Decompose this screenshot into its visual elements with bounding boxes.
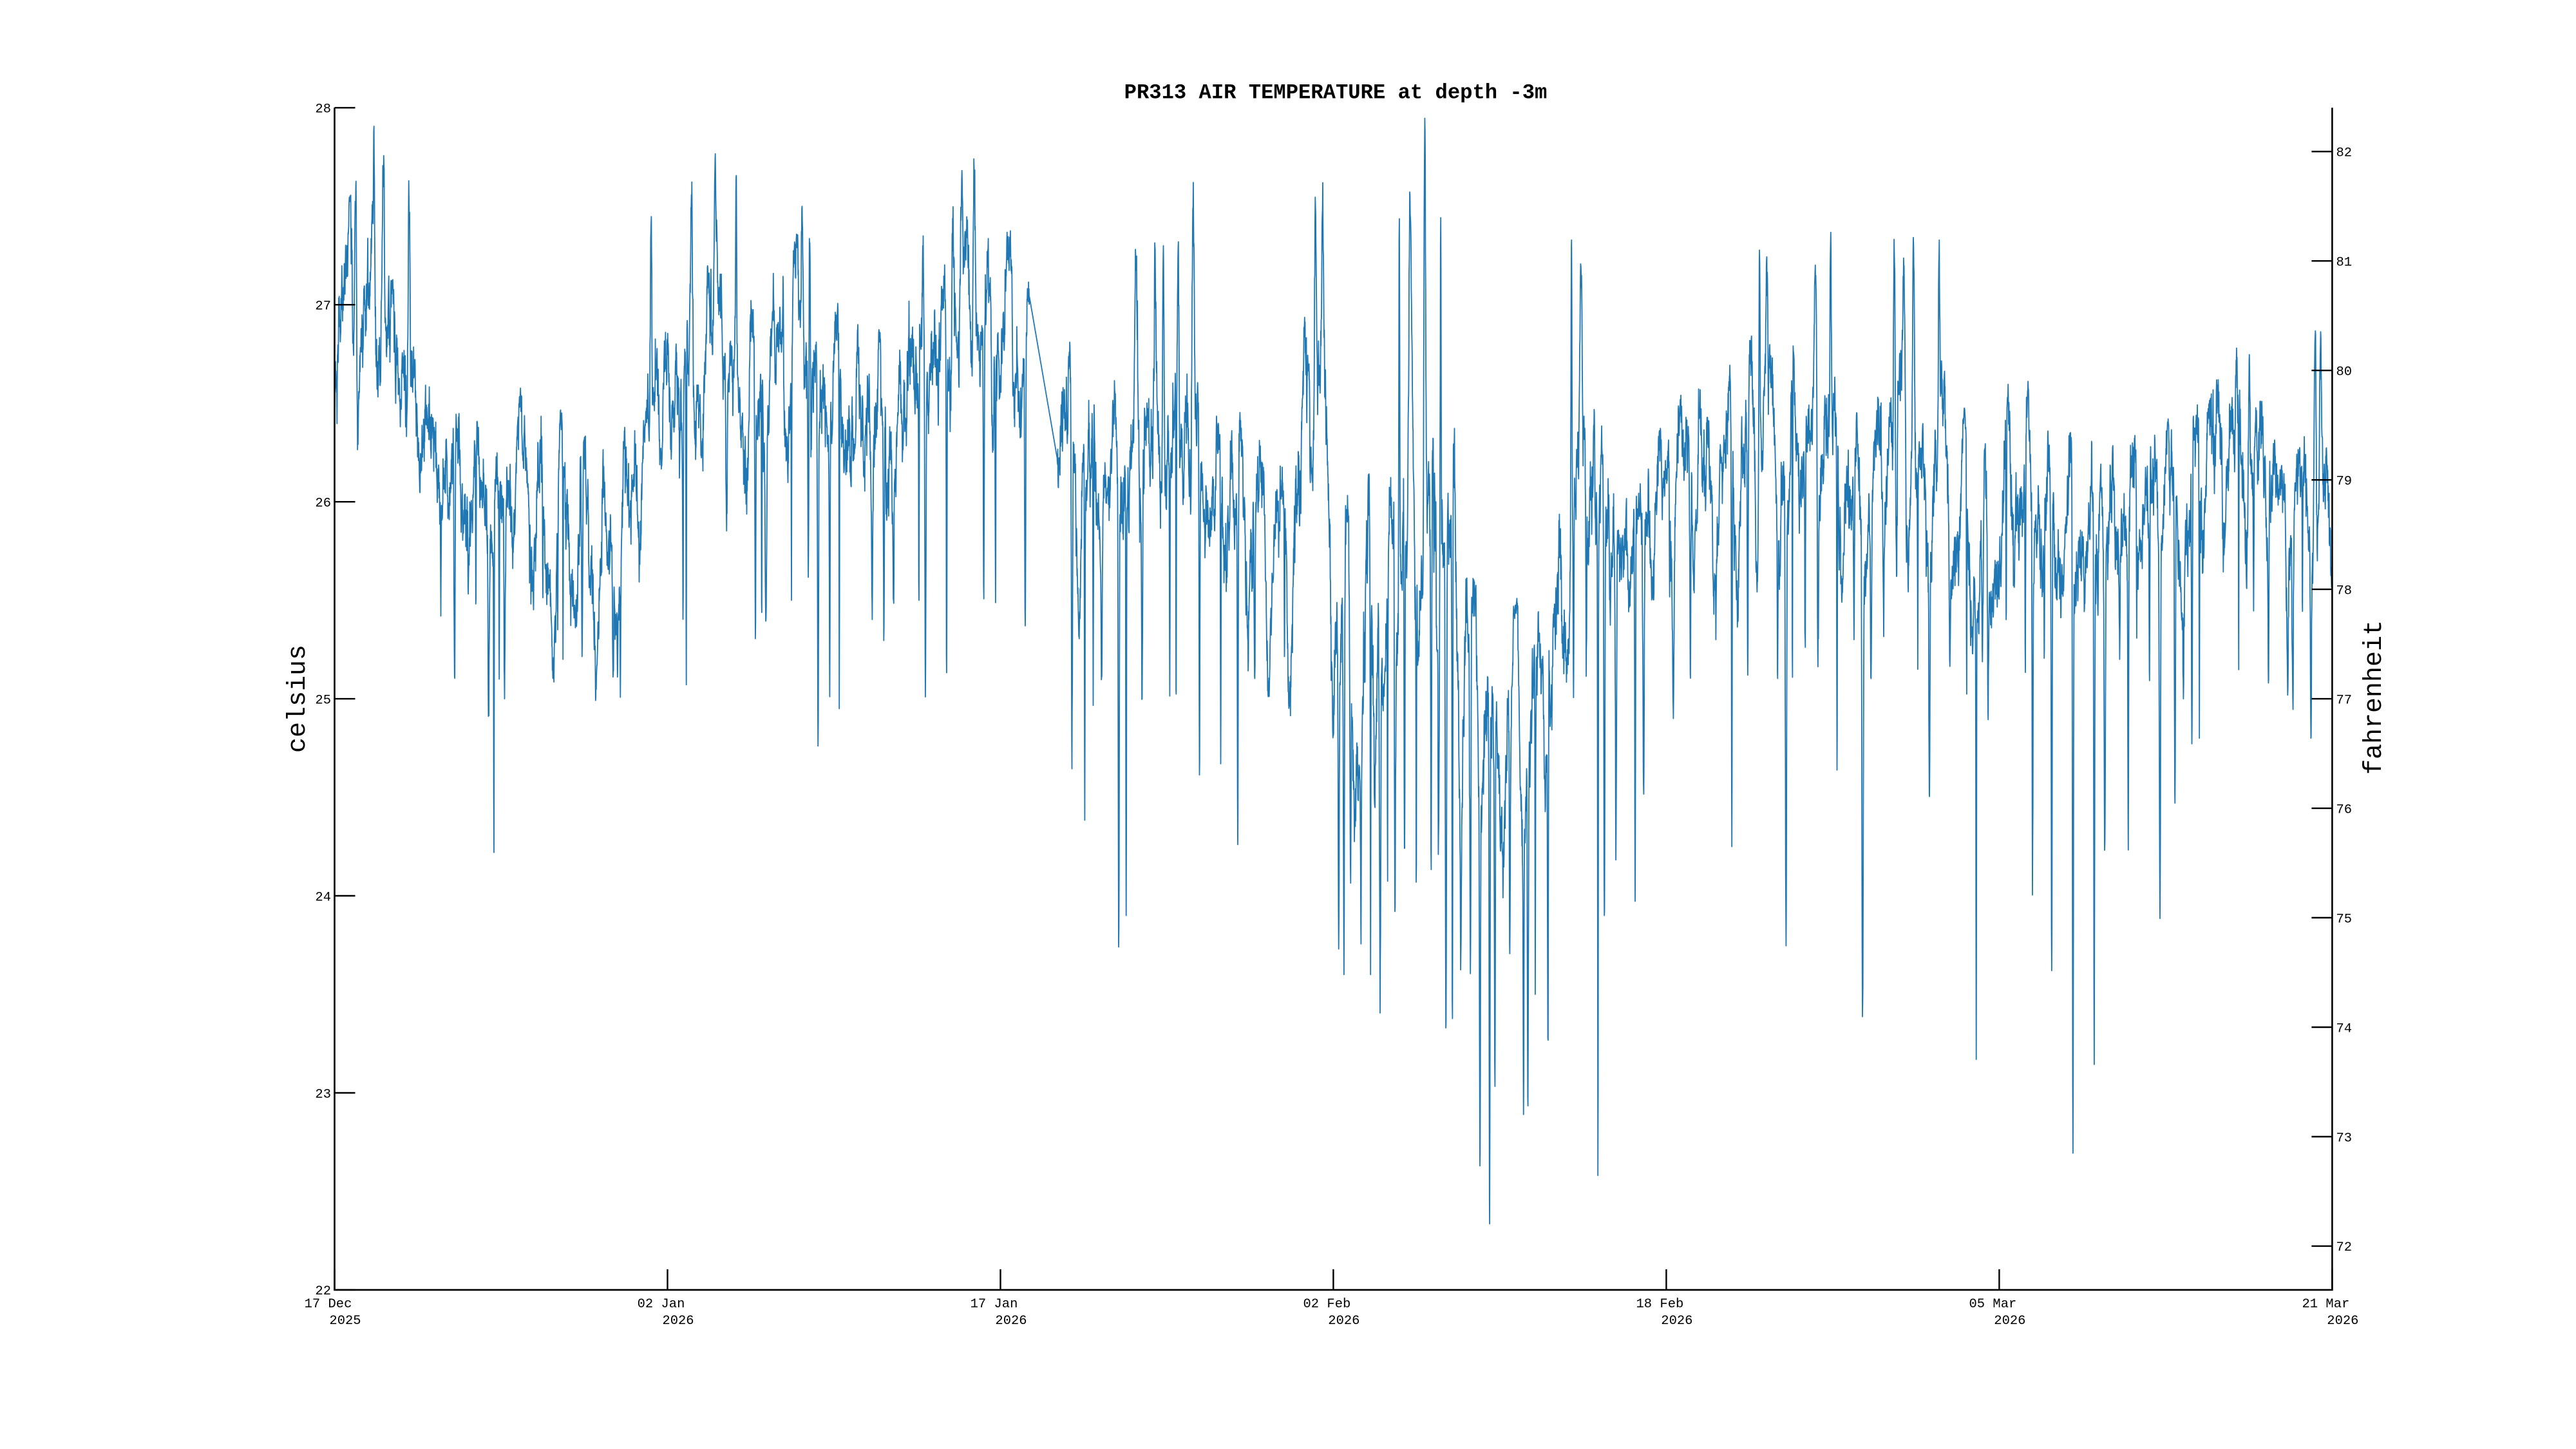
svg-text:77: 77 <box>2336 693 2353 708</box>
svg-text:02 Jan: 02 Jan <box>638 1297 685 1312</box>
svg-text:PR313 AIR TEMPERATURE at depth: PR313 AIR TEMPERATURE at depth -3m <box>1124 81 1548 105</box>
svg-text:2026: 2026 <box>1328 1314 1359 1329</box>
svg-text:2026: 2026 <box>2327 1314 2358 1329</box>
svg-text:78: 78 <box>2336 583 2353 598</box>
svg-text:2026: 2026 <box>1661 1314 1692 1329</box>
svg-text:72: 72 <box>2336 1240 2353 1255</box>
svg-text:2025: 2025 <box>329 1314 361 1329</box>
svg-text:fahrenheit: fahrenheit <box>2360 620 2389 775</box>
svg-text:80: 80 <box>2336 365 2353 380</box>
svg-text:17 Dec: 17 Dec <box>305 1297 352 1312</box>
svg-text:02 Feb: 02 Feb <box>1303 1297 1350 1312</box>
svg-text:2026: 2026 <box>995 1314 1027 1329</box>
svg-text:21 Mar: 21 Mar <box>2302 1297 2349 1312</box>
svg-text:75: 75 <box>2336 912 2353 927</box>
svg-text:81: 81 <box>2336 256 2353 270</box>
svg-text:18 Feb: 18 Feb <box>1636 1297 1683 1312</box>
svg-text:05 Mar: 05 Mar <box>1969 1297 2016 1312</box>
svg-text:2026: 2026 <box>662 1314 694 1329</box>
svg-text:17 Jan: 17 Jan <box>971 1297 1018 1312</box>
svg-text:22: 22 <box>315 1284 331 1299</box>
svg-text:27: 27 <box>315 299 331 314</box>
svg-text:2026: 2026 <box>1994 1314 2025 1329</box>
svg-text:82: 82 <box>2336 146 2353 161</box>
svg-text:celsius: celsius <box>284 645 313 753</box>
svg-text:23: 23 <box>315 1087 331 1102</box>
svg-text:28: 28 <box>315 102 331 117</box>
svg-text:76: 76 <box>2336 802 2353 817</box>
svg-text:25: 25 <box>315 693 331 708</box>
svg-text:24: 24 <box>315 890 331 905</box>
svg-text:74: 74 <box>2336 1021 2353 1036</box>
svg-text:79: 79 <box>2336 475 2353 489</box>
svg-text:26: 26 <box>315 497 331 511</box>
svg-text:73: 73 <box>2336 1131 2353 1146</box>
